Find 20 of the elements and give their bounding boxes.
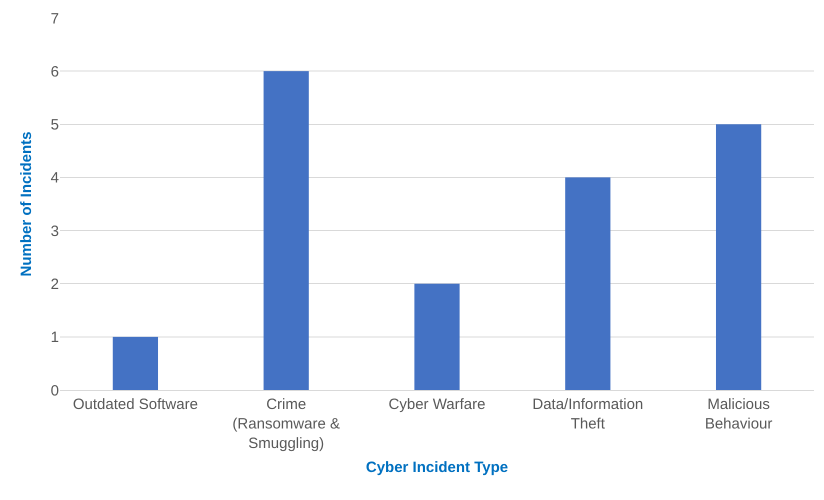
y-tick-label: 7: [50, 10, 59, 28]
x-tick-label: Data/Information Theft: [532, 396, 644, 432]
x-tick-label: Crime (Ransomware & Smuggling): [232, 396, 340, 452]
y-tick-label: 0: [50, 382, 59, 400]
bar: [264, 71, 309, 390]
y-axis-title: Number of Incidents: [18, 131, 35, 277]
x-tick-label: Malicious Behaviour: [704, 396, 772, 432]
bar: [112, 336, 158, 390]
y-tick-label: 5: [50, 116, 59, 134]
y-tick-label: 4: [50, 170, 59, 187]
x-tick-label: Cyber Warfare: [388, 396, 486, 413]
y-tick-label: 1: [50, 329, 59, 346]
x-axis-title: Cyber Incident Type: [366, 459, 508, 476]
y-tick-label: 2: [50, 276, 59, 293]
bar: [565, 177, 610, 390]
y-tick-label: 3: [50, 222, 59, 240]
bar: [716, 124, 762, 390]
y-tick-label: 6: [50, 63, 59, 80]
x-tick-label: Outdated Software: [72, 396, 198, 413]
bar: [414, 284, 460, 390]
